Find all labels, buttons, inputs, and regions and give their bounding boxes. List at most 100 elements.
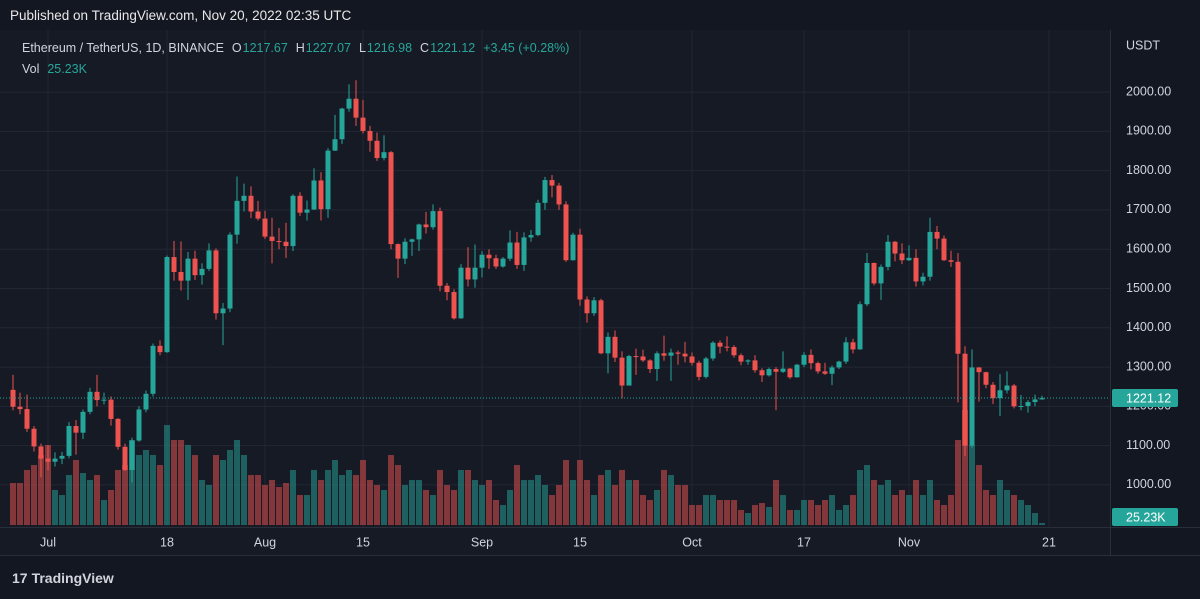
candle-body [1011, 385, 1017, 407]
candle-body [52, 458, 58, 462]
volume-bar [689, 505, 695, 525]
legend: Ethereum / TetherUS, 1D, BINANCE O1217.6… [22, 41, 570, 55]
volume-bar [920, 495, 926, 525]
volume-bar [759, 503, 765, 525]
candle-body [45, 458, 51, 462]
y-tick-label: 1400.00 [1126, 320, 1171, 334]
volume-bar [171, 439, 177, 525]
candle-body [654, 353, 660, 370]
volume-bar [612, 485, 618, 525]
candle-body [731, 347, 737, 356]
volume-bar [801, 499, 807, 525]
candle-body [871, 262, 877, 284]
volume-bar [570, 479, 576, 525]
candle-body [983, 372, 989, 385]
volume-bar [633, 479, 639, 525]
volume-bar [815, 505, 821, 525]
candle-body [941, 238, 947, 261]
volume-bar [360, 459, 366, 525]
x-tick-label: 17 [797, 535, 811, 549]
volume-bar [1025, 505, 1031, 525]
candle-body [801, 354, 807, 365]
volume-bar [479, 485, 485, 525]
candle-body [605, 336, 611, 354]
candle-body [458, 267, 464, 319]
volume-bar [899, 489, 905, 525]
candle-body [388, 152, 394, 245]
volume-bar [1039, 522, 1045, 525]
candle-body [73, 426, 79, 433]
volume-bar [542, 485, 548, 525]
volume-bar [430, 495, 436, 525]
volume-bar [157, 465, 163, 525]
candle-body [479, 254, 485, 268]
volume-bar [696, 505, 702, 525]
volume-bar [73, 459, 79, 525]
volume-bar [885, 479, 891, 525]
candle-body [297, 195, 303, 213]
volume-bar [10, 483, 16, 525]
volume-bar [486, 479, 492, 525]
candle-body [360, 117, 366, 131]
volume-bar [94, 475, 100, 525]
candle-body [829, 367, 835, 374]
change: +3.45 (+0.28%) [483, 41, 570, 55]
o-value: 1217.67 [242, 41, 288, 55]
volume-bar [451, 489, 457, 525]
volume-bar [220, 459, 226, 525]
candle-body [689, 356, 695, 363]
volume-bar [192, 455, 198, 525]
candle-body [990, 384, 996, 399]
candle-body [38, 446, 44, 459]
candle-body [787, 368, 793, 378]
candle-body [234, 200, 240, 235]
x-tick-label: Sep [471, 535, 493, 549]
volume-bar [871, 479, 877, 525]
volume-bar [983, 489, 989, 525]
volume-bar [850, 495, 856, 525]
volume-bar [752, 505, 758, 525]
volume-bar [584, 479, 590, 525]
volume-bar [87, 479, 93, 525]
candle-body [171, 257, 177, 272]
volume-bar [1004, 489, 1010, 525]
x-tick-label: 21 [1042, 535, 1056, 549]
candle-body [178, 272, 184, 281]
volume-bar [115, 469, 121, 525]
candle-body [1004, 385, 1010, 391]
candle-body [269, 236, 275, 241]
candle-body [444, 285, 450, 293]
volume-bar [976, 465, 982, 525]
brand-name: TradingView [31, 570, 114, 586]
volume-bar [507, 489, 513, 525]
volume-bar [199, 479, 205, 525]
l-label: L [358, 41, 366, 55]
candle-body [696, 362, 702, 377]
volume-bar [829, 495, 835, 525]
candle-body [143, 393, 149, 410]
y-tick-label: 1100.00 [1126, 438, 1170, 452]
candle-body [150, 345, 156, 394]
volume-bar [178, 439, 184, 525]
candle-body [612, 336, 618, 358]
candle-body [122, 446, 128, 470]
candle-body [962, 353, 968, 446]
volume-bar [52, 489, 58, 525]
candle-body [1018, 405, 1024, 407]
volume-bar [108, 489, 114, 525]
candle-body [745, 360, 751, 362]
volume-bar [563, 459, 569, 525]
volume-bar [500, 505, 506, 525]
volume-bar [654, 489, 660, 525]
volume-bar [150, 455, 156, 525]
volume-bar [941, 505, 947, 525]
volume-bar [255, 475, 261, 525]
last-price-box [1112, 389, 1178, 408]
volume-bar [66, 475, 72, 525]
volume-bar [619, 469, 625, 525]
y-tick-label: 1500.00 [1126, 281, 1171, 295]
volume-bar [290, 469, 296, 525]
c-label: C [420, 41, 430, 55]
candle-body [752, 360, 758, 371]
